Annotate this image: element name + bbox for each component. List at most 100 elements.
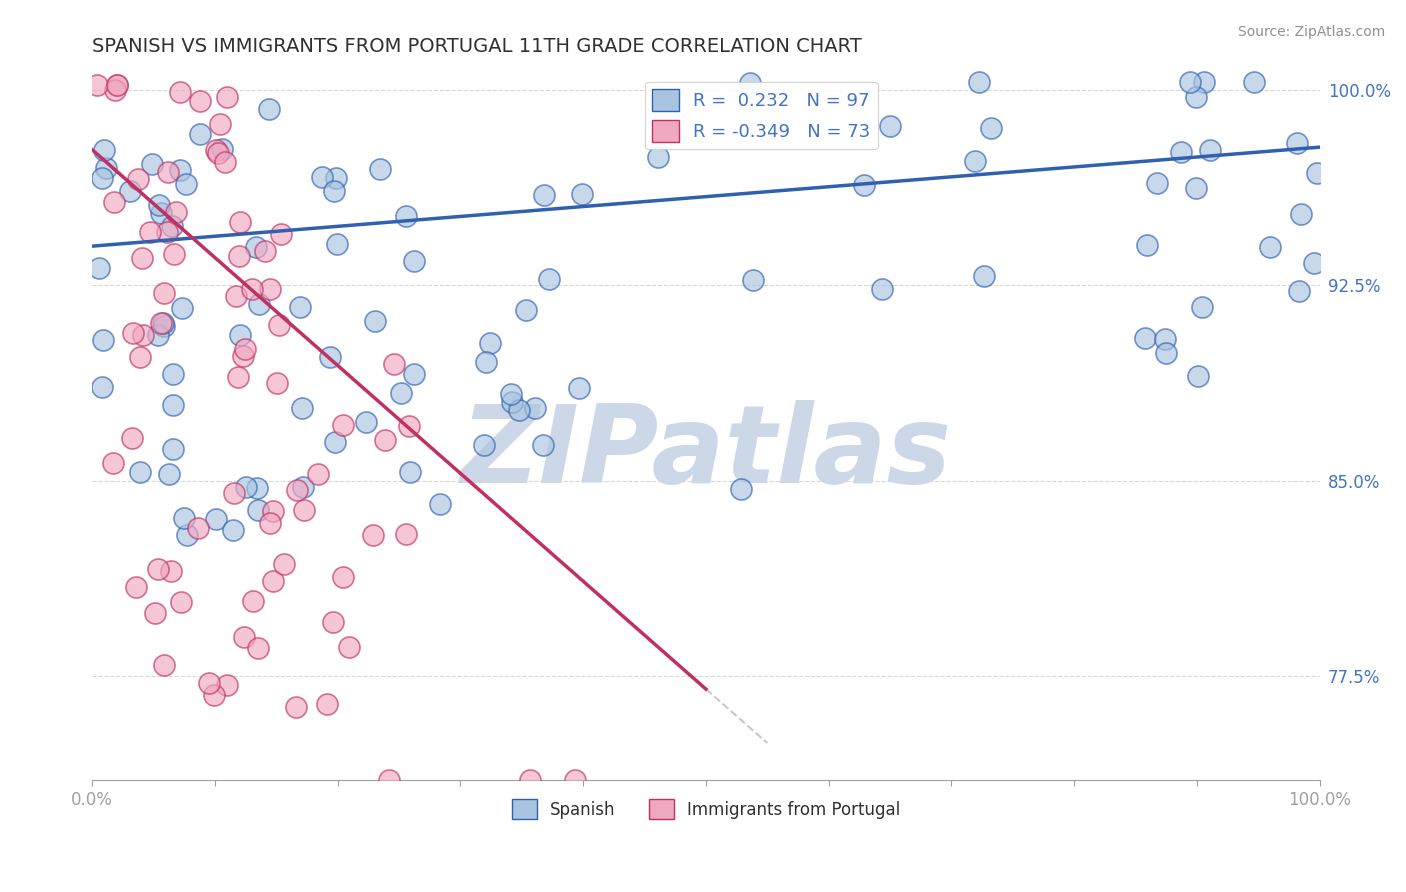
Point: [647, 150, 669, 164]
Point: [249, 297, 271, 311]
Point: [103, 195, 125, 210]
Point: [354, 415, 377, 429]
Point: [291, 479, 314, 493]
Point: [149, 317, 172, 331]
Point: [204, 688, 226, 702]
Point: [1180, 75, 1202, 89]
Point: [91, 171, 114, 186]
Point: [169, 163, 191, 178]
Point: [1135, 237, 1157, 252]
Point: [963, 153, 986, 168]
Point: [1260, 240, 1282, 254]
Point: [399, 466, 422, 480]
Point: [568, 381, 591, 395]
Point: [364, 313, 387, 327]
Point: [515, 302, 537, 317]
Point: [395, 209, 418, 223]
Point: [1199, 143, 1222, 157]
Point: [152, 317, 174, 331]
Point: [125, 580, 148, 594]
Text: Source: ZipAtlas.com: Source: ZipAtlas.com: [1237, 25, 1385, 39]
Point: [395, 526, 418, 541]
Point: [153, 658, 176, 673]
Point: [129, 465, 152, 479]
Point: [215, 678, 238, 692]
Point: [197, 676, 219, 690]
Point: [337, 640, 360, 655]
Point: [398, 418, 420, 433]
Point: [1185, 90, 1208, 104]
Point: [129, 350, 152, 364]
Point: [1187, 369, 1209, 384]
Point: [121, 326, 143, 340]
Point: [152, 286, 174, 301]
Point: [169, 85, 191, 99]
Point: [318, 351, 340, 365]
Point: [402, 367, 425, 381]
Point: [131, 251, 153, 265]
Point: [246, 640, 269, 655]
Point: [322, 184, 344, 198]
Point: [93, 143, 115, 157]
Point: [967, 75, 990, 89]
Point: [980, 121, 1002, 136]
Point: [165, 205, 187, 219]
Point: [235, 480, 257, 494]
Point: [332, 418, 354, 433]
Point: [105, 78, 128, 92]
Point: [173, 510, 195, 524]
Point: [143, 606, 166, 620]
Point: [368, 162, 391, 177]
Point: [148, 198, 170, 212]
Point: [149, 205, 172, 219]
Point: [225, 289, 247, 303]
Point: [316, 697, 339, 711]
Point: [214, 155, 236, 169]
Point: [738, 76, 761, 90]
Point: [870, 282, 893, 296]
Point: [262, 503, 284, 517]
Legend: Spanish, Immigrants from Portugal: Spanish, Immigrants from Portugal: [505, 793, 907, 825]
Point: [533, 187, 555, 202]
Point: [246, 481, 269, 495]
Point: [508, 403, 530, 417]
Point: [240, 282, 263, 296]
Point: [156, 225, 179, 239]
Text: ZIPatlas: ZIPatlas: [460, 401, 952, 506]
Point: [153, 319, 176, 334]
Point: [1192, 75, 1215, 89]
Point: [270, 227, 292, 241]
Point: [259, 516, 281, 530]
Point: [1289, 207, 1312, 221]
Point: [382, 357, 405, 371]
Point: [139, 225, 162, 239]
Point: [176, 528, 198, 542]
Point: [226, 370, 249, 384]
Point: [1285, 136, 1308, 150]
Point: [389, 386, 412, 401]
Point: [1135, 330, 1157, 344]
Point: [159, 564, 181, 578]
Point: [285, 483, 308, 498]
Point: [478, 336, 501, 351]
Point: [157, 467, 180, 481]
Point: [170, 301, 193, 315]
Point: [205, 512, 228, 526]
Point: [257, 102, 280, 116]
Point: [730, 482, 752, 496]
Point: [326, 237, 349, 252]
Point: [290, 401, 312, 416]
Point: [245, 240, 267, 254]
Point: [207, 145, 229, 160]
Point: [169, 595, 191, 609]
Point: [472, 437, 495, 451]
Point: [228, 248, 250, 262]
Point: [121, 431, 143, 445]
Point: [285, 700, 308, 714]
Point: [290, 300, 312, 314]
Point: [879, 120, 901, 134]
Point: [1191, 300, 1213, 314]
Point: [229, 215, 252, 229]
Point: [262, 574, 284, 589]
Point: [499, 387, 522, 401]
